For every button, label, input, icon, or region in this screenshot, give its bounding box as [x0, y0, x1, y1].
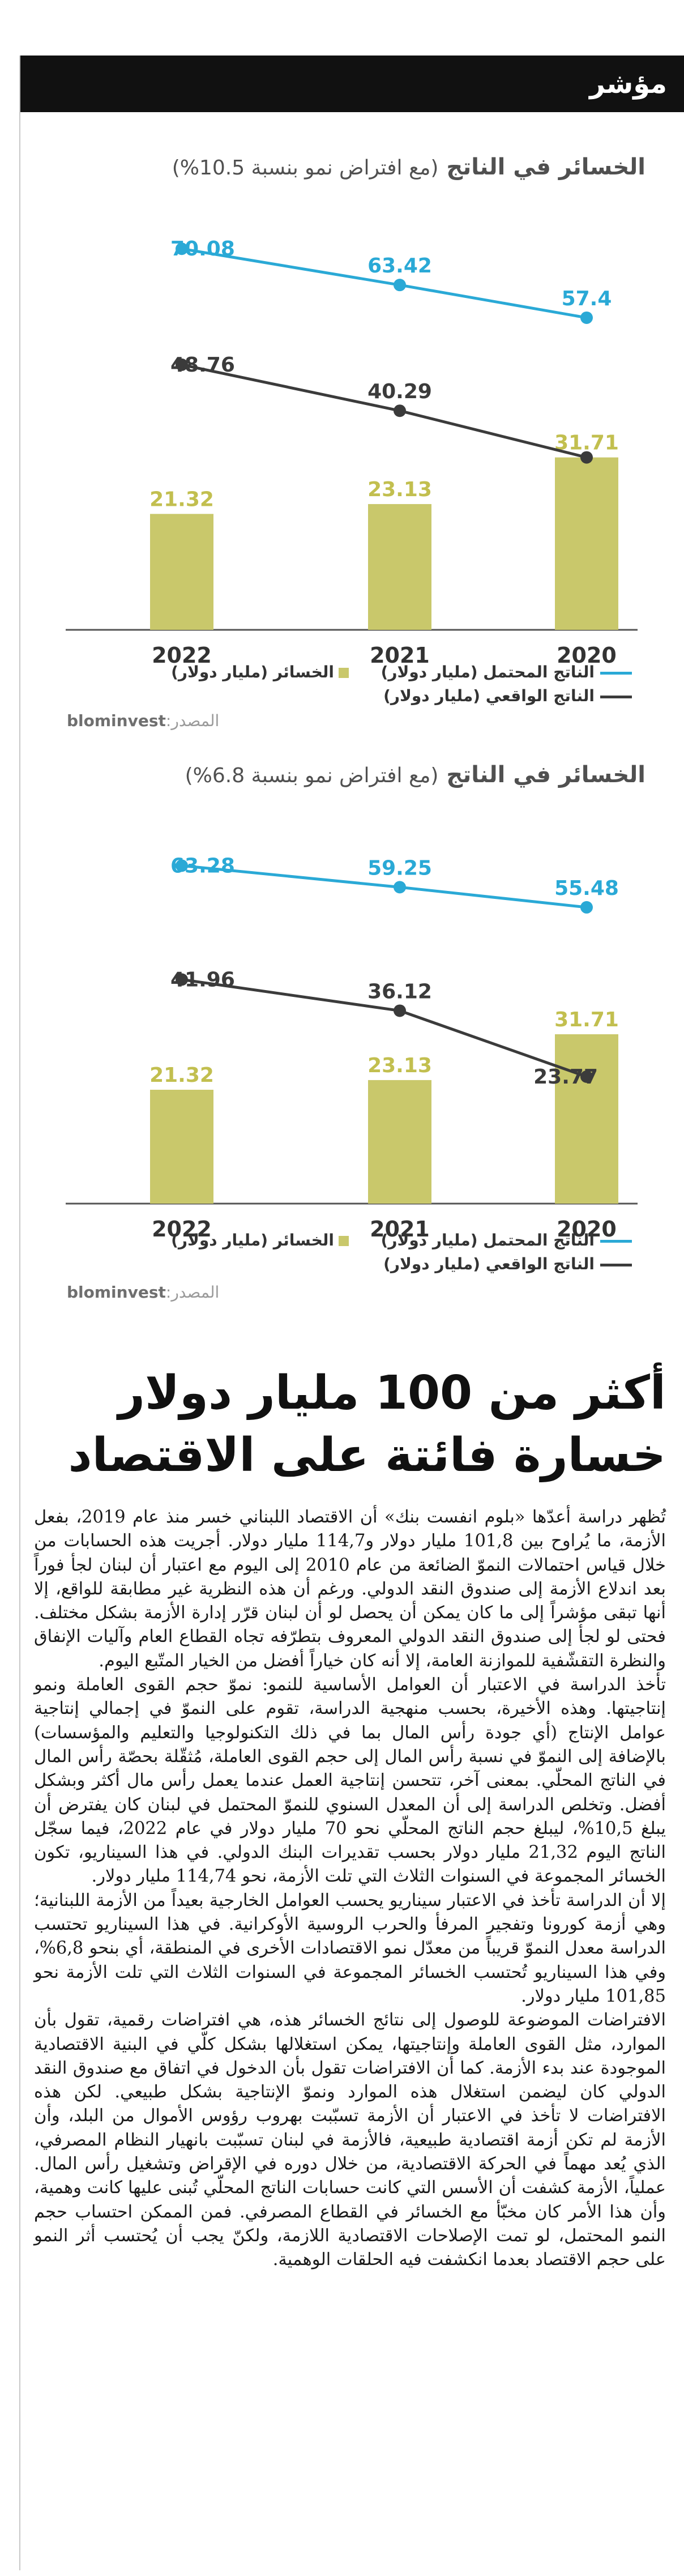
x-tick-label: 2022 [152, 643, 212, 668]
article-paragraph: إلا أن الدراسة تأخذ في الاعتبار سيناريو … [34, 1890, 666, 2006]
line-actual-value-label: 48.76 [170, 353, 235, 377]
bar-losses [368, 504, 431, 630]
source-name: blominvest [67, 711, 166, 730]
legend-box-swatch [339, 668, 349, 678]
chart-title: الخسائر في الناتج (مع افتراض نمو بنسبة 1… [172, 154, 645, 180]
line-actual-value-label: 36.12 [367, 980, 432, 1003]
chart-title-main: الخسائر في الناتج [446, 762, 645, 788]
legend-line-swatch [600, 1239, 632, 1243]
chart-plot: 21.32 23.1331.7170.0863.4257.448.7640.292… [66, 237, 638, 668]
x-tick-label: 2021 [370, 1217, 430, 1242]
line-projected-point [394, 279, 406, 292]
legend-line-swatch [600, 695, 632, 698]
article-body: تُظهر دراسة أعدّها «بلوم انفست بنك» أن ا… [34, 1505, 666, 2272]
line-projected-value-label: 57.4 [562, 287, 612, 310]
line-actual-point [394, 1004, 406, 1017]
source-label: المصدر: [165, 1283, 220, 1302]
legend-label: الخسائر (مليار دولار) [171, 663, 334, 681]
line-projected-point [580, 311, 593, 324]
legend-line-swatch [600, 671, 632, 675]
bar-losses [150, 1089, 213, 1204]
line-projected-value-label: 70.08 [170, 237, 235, 261]
line-projected-value-label: 63.28 [170, 854, 235, 877]
bar-losses [555, 1034, 618, 1204]
legend-label: الناتج الواقعي (مليار دولار) [383, 686, 595, 705]
article-paragraph: الافتراضات الموضوعة للوصول إلى نتائج الخ… [34, 2010, 666, 2270]
legend-losses: الخسائر (مليار دولار) [171, 663, 349, 681]
chart-growth-6-8: الخسائر في الناتج (مع افتراض نمو بنسبة 6… [20, 762, 666, 1328]
bar-losses [150, 514, 213, 630]
chart-growth-10-5: الخسائر في الناتج (مع افتراض نمو بنسبة 1… [20, 154, 666, 730]
chart-subtitle: (مع افتراض نمو بنسبة 6.8%) [185, 764, 439, 787]
line-actual-point [176, 973, 188, 986]
x-tick-label: 2020 [557, 1217, 617, 1242]
legend-label: الخسائر (مليار دولار) [171, 1231, 334, 1249]
legend-losses: الخسائر (مليار دولار) [171, 1231, 349, 1249]
x-tick-label: 2022 [152, 1217, 212, 1242]
chart-plot: 21.32 23.13 31.71 63.28 59.25 55.48 41.96 36.12… [66, 854, 638, 1242]
chart-source: المصدر:blominvest [67, 1283, 219, 1302]
line-actual [181, 363, 587, 459]
chart-title: الخسائر في الناتج (مع افتراض نمو بنسبة 6… [185, 762, 645, 788]
legend-line-swatch [600, 1263, 632, 1266]
legend-label: الناتج الواقعي (مليار دولار) [383, 1255, 595, 1273]
chart-title-main: الخسائر في الناتج [446, 154, 645, 180]
bar-losses [368, 1080, 431, 1204]
source-name: blominvest [67, 1283, 166, 1302]
x-tick-label: 2021 [370, 643, 430, 668]
line-projected-value-label: 63.42 [367, 254, 432, 278]
line-projected-point [176, 859, 188, 872]
line-projected-point [394, 881, 406, 894]
line-projected-point [176, 242, 188, 255]
line-actual-point [580, 1070, 593, 1083]
source-label: المصدر: [165, 711, 220, 730]
article-paragraph: تُظهر دراسة أعدّها «بلوم انفست بنك» أن ا… [34, 1507, 666, 1671]
line-actual-point [176, 358, 188, 371]
section-tag-bar: مؤشر [20, 56, 684, 112]
line-projected-value-label: 59.25 [367, 856, 432, 880]
legend-label: الناتج المحتمل (مليار دولار) [381, 663, 595, 681]
line-actual-point [580, 451, 593, 464]
bar-value-label: 21.32 [149, 1064, 214, 1087]
legend-projected: الناتج المحتمل (مليار دولار) [381, 663, 632, 681]
legend-box-swatch [339, 1236, 349, 1246]
line-actual-value-label: 41.96 [170, 968, 235, 991]
chart-source: المصدر:blominvest [67, 711, 219, 730]
legend-actual: الناتج الواقعي (مليار دولار) [383, 686, 632, 705]
headline-line-1: أكثر من 100 مليار دولار [118, 1366, 666, 1420]
bar-value-label: 31.71 [554, 1008, 619, 1031]
bar-value-label: 23.13 [367, 478, 432, 501]
bar-value-label: 21.32 [149, 488, 214, 511]
line-projected-point [580, 901, 593, 914]
bar-losses [555, 457, 618, 630]
line-actual-point [394, 404, 406, 417]
legend-projected: الناتج المحتمل (مليار دولار) [381, 1231, 632, 1249]
line-projected-value-label: 55.48 [554, 877, 619, 900]
chart-subtitle: (مع افتراض نمو بنسبة 10.5%) [172, 156, 439, 180]
line-actual-value-label: 40.29 [367, 380, 432, 403]
bar-value-label: 23.13 [367, 1054, 432, 1077]
legend-actual: الناتج الواقعي (مليار دولار) [383, 1255, 632, 1273]
x-tick-label: 2020 [557, 643, 617, 668]
headline-line-2: خسارة فائتة على الاقتصاد [68, 1428, 666, 1482]
line-actual-value-label: 23.77 [533, 1065, 598, 1089]
page-margin-rule [19, 56, 20, 2570]
legend-label: الناتج المحتمل (مليار دولار) [381, 1231, 595, 1249]
section-tag: مؤشر [589, 68, 667, 100]
article-paragraph: تأخذ الدراسة في الاعتبار أن العوامل الأس… [34, 1675, 666, 1887]
